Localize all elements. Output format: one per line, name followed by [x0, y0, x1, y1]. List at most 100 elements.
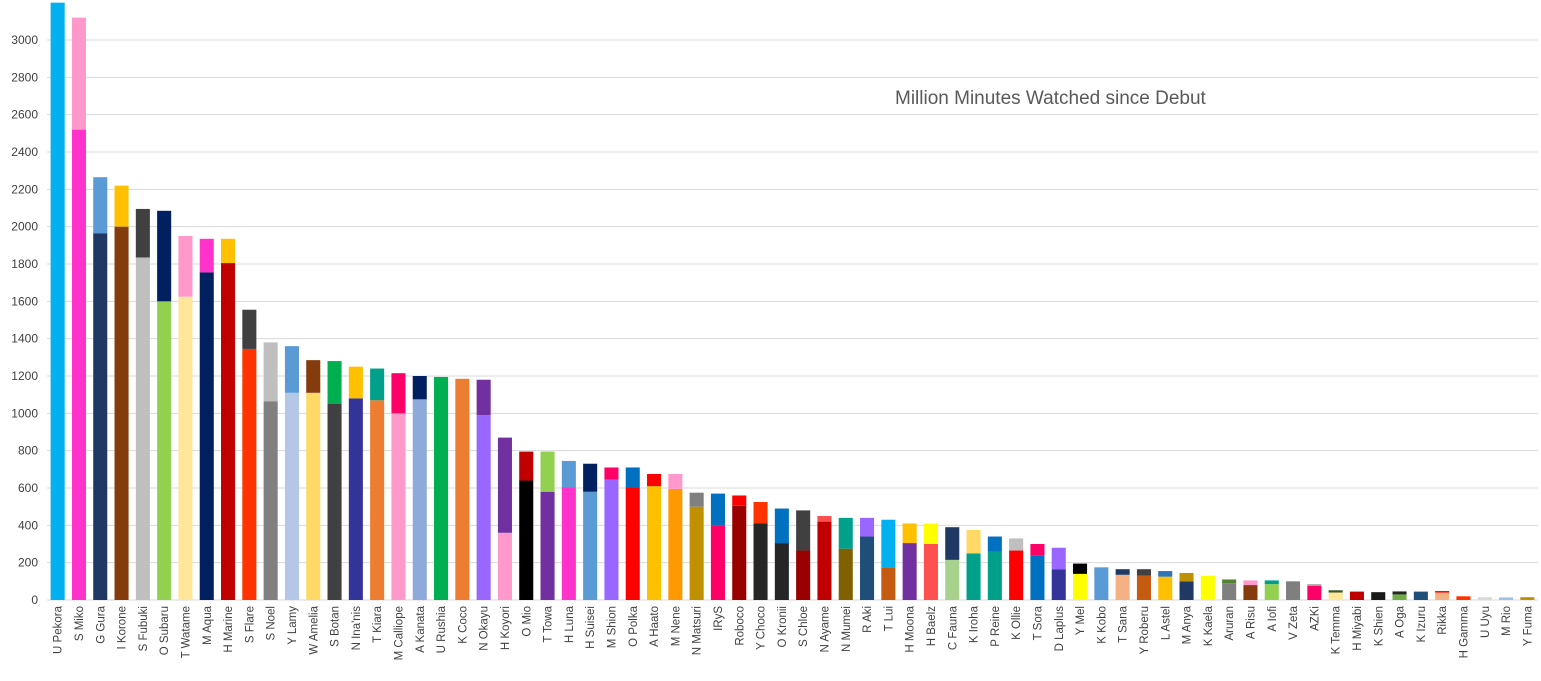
bar-segment — [945, 527, 960, 560]
x-tick-label: L Astel — [1160, 606, 1172, 640]
bar-segment — [774, 543, 789, 600]
x-tick-label: Y Roberu — [1139, 606, 1151, 654]
bar-segment — [817, 516, 832, 522]
x-tick-label: S Flare — [244, 606, 256, 643]
bar-segment — [1243, 585, 1258, 600]
bar-segment — [221, 263, 236, 600]
x-tick-label: K Kobo — [1096, 606, 1108, 644]
bar-segment — [1051, 547, 1066, 570]
bar-segment — [561, 487, 576, 600]
y-tick-label: 1400 — [11, 332, 38, 346]
y-tick-label: 1800 — [11, 257, 38, 271]
bar-segment — [625, 467, 640, 488]
bar-segment — [647, 486, 662, 600]
x-tick-label: H Moona — [905, 605, 917, 652]
x-tick-label: S Botan — [330, 606, 342, 647]
bar-segment — [327, 404, 342, 600]
bar-segment — [434, 376, 449, 600]
bar-segment — [1349, 591, 1364, 600]
x-tick-label: H Suisei — [585, 606, 597, 649]
bar-segment — [987, 536, 1002, 552]
bar-segment — [370, 368, 385, 401]
bar-segment — [1158, 571, 1173, 577]
bar-segment — [1136, 575, 1151, 600]
x-tick-label: D Laplus — [1054, 606, 1066, 652]
bar-segment — [71, 129, 86, 600]
bar-segment — [476, 415, 491, 600]
bar-segment — [1477, 597, 1492, 600]
x-tick-label: O Kronii — [777, 606, 789, 648]
y-tick-label: 400 — [18, 518, 38, 532]
x-tick-label: A Haato — [649, 606, 661, 647]
x-tick-label: Y Fuma — [1522, 605, 1534, 646]
x-tick-label: A Risu — [1245, 606, 1257, 639]
bar-segment — [1413, 591, 1428, 600]
bar-segment — [881, 519, 896, 568]
bar-segment — [1051, 569, 1066, 600]
y-tick-label: 3000 — [11, 33, 38, 47]
y-tick-label: 2400 — [11, 145, 38, 159]
bar-segment — [242, 348, 257, 600]
bar-segment — [1392, 594, 1407, 600]
bar-segment — [817, 521, 832, 600]
bar-segment — [1222, 579, 1237, 584]
y-tick-label: 800 — [18, 444, 38, 458]
x-tick-label: Y Mel — [1075, 606, 1087, 635]
bar-segment — [476, 379, 491, 416]
x-tick-label: S Miko — [74, 606, 86, 641]
bar-segment — [1179, 572, 1194, 582]
x-tick-label: H Marine — [223, 606, 235, 653]
bar-segment — [1307, 584, 1322, 586]
x-tick-label: S Fubuki — [138, 606, 150, 651]
bar-segment — [732, 495, 747, 506]
bar-segment — [391, 373, 406, 414]
bar-segment — [583, 463, 598, 492]
x-tick-label: Y Choco — [756, 606, 768, 650]
x-tick-label: I Korone — [117, 606, 129, 649]
bar-segment — [710, 493, 725, 526]
x-tick-label: T Lui — [883, 606, 895, 631]
bar-segment — [1136, 569, 1151, 576]
x-tick-label: AZKi — [1309, 606, 1321, 631]
bar-segment — [689, 506, 704, 600]
bar-segment — [178, 296, 193, 600]
x-tick-label: M Aqua — [202, 605, 214, 645]
bar-segment — [1073, 573, 1088, 600]
bar-segment — [1115, 574, 1130, 600]
x-tick-label: M Rio — [1501, 606, 1513, 636]
x-tick-label: M Nene — [670, 606, 682, 646]
bar-segment — [625, 487, 640, 600]
bar-segment — [668, 474, 683, 489]
x-tick-label: O Subaru — [159, 606, 171, 655]
bar-segment — [902, 543, 917, 600]
bar-segment — [732, 505, 747, 600]
bar-segment — [583, 491, 598, 600]
bar-segment — [1499, 597, 1514, 600]
x-tick-label: Aruran — [1224, 606, 1236, 641]
bar-segment — [1094, 567, 1109, 600]
bar-segment — [412, 376, 427, 400]
x-tick-label: IRyS — [713, 606, 725, 631]
bar-segment — [860, 517, 875, 537]
bar-segment — [1520, 597, 1535, 600]
bar-segment — [710, 525, 725, 600]
x-tick-label: A Oga — [1395, 605, 1407, 638]
x-tick-label: N Ayame — [819, 606, 831, 652]
y-tick-label: 2600 — [11, 108, 38, 122]
x-tick-label: T Towa — [543, 605, 555, 642]
bar-segment — [1328, 592, 1343, 600]
bar-segment — [93, 233, 108, 600]
bar-segment — [604, 467, 619, 480]
x-tick-label: K Shien — [1373, 606, 1385, 646]
y-tick-label: 1600 — [11, 294, 38, 308]
x-tick-label: Rikka — [1437, 605, 1449, 634]
y-tick-label: 2800 — [11, 70, 38, 84]
x-tick-label: N Matsuri — [692, 606, 704, 655]
bar-segment — [50, 2, 65, 600]
x-tick-label: S Noel — [266, 606, 278, 641]
bar-segment — [540, 451, 555, 492]
bar-segment — [497, 437, 512, 533]
bar-segment — [348, 366, 363, 399]
bar-segment — [263, 342, 278, 402]
bar-segment — [1435, 591, 1450, 593]
